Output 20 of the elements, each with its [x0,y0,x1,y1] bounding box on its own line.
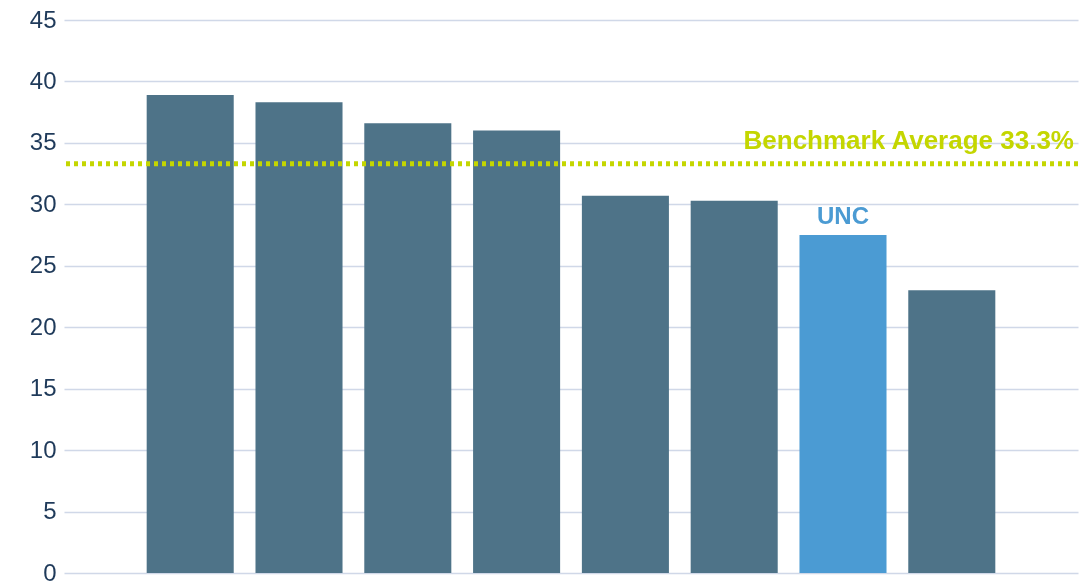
y-tick-label: 10 [29,435,57,463]
y-tick-label: 30 [29,189,57,217]
y-tick-label: 0 [43,558,57,586]
y-tick-label: 5 [43,497,57,525]
bar [364,123,452,573]
bar [255,102,343,573]
data-label: UNC [817,202,869,230]
bar [581,195,669,573]
y-tick-label: 15 [29,374,57,402]
bar [908,290,996,573]
bar [146,94,234,573]
bar [690,200,778,573]
ref-line-label: Benchmark Average 33.3% [743,124,1074,155]
y-tick-label: 25 [29,251,57,279]
y-tick-label: 20 [29,312,57,340]
bar [473,130,561,573]
y-tick-label: 45 [29,5,57,33]
y-tick-label: 40 [29,66,57,94]
bar [799,235,887,573]
y-tick-label: 35 [29,128,57,156]
